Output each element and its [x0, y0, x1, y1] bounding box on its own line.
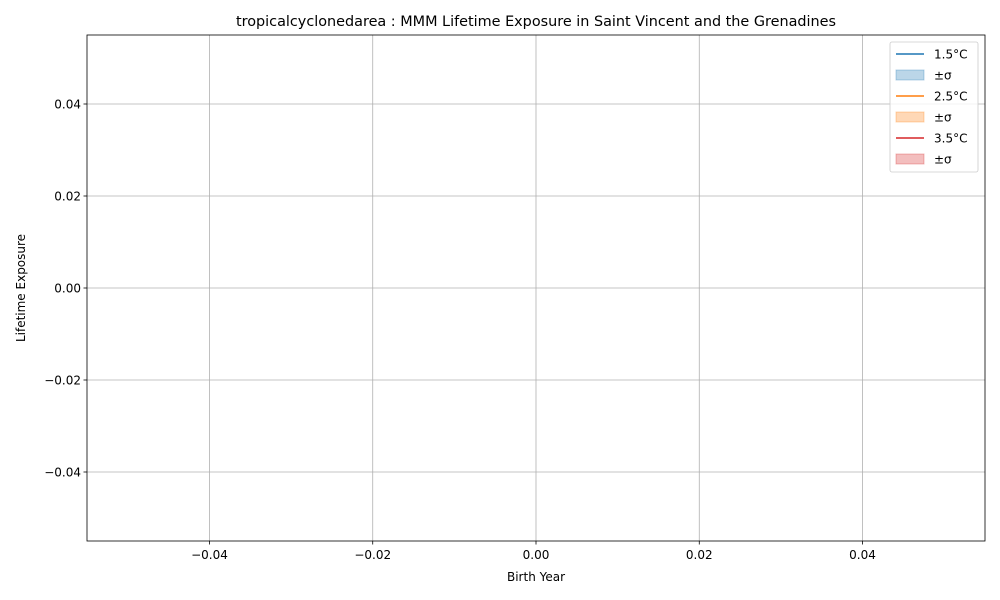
legend-band-swatch	[895, 69, 925, 81]
x-tick-label: 0.02	[686, 548, 713, 562]
grid-lines	[87, 35, 985, 541]
y-tick-label: 0.04	[54, 97, 81, 111]
legend-label: ±σ	[934, 68, 952, 82]
y-tick-label: 0.00	[54, 281, 81, 295]
legend-label: 2.5°C	[934, 89, 967, 103]
y-tick-label: −0.04	[44, 465, 81, 479]
x-axis-label: Birth Year	[507, 570, 565, 584]
x-tick-label: −0.04	[191, 548, 228, 562]
y-tick-label: −0.02	[44, 373, 81, 387]
x-axis-ticks: −0.04 −0.02 0.00 0.02 0.04	[191, 541, 876, 562]
legend-label: 3.5°C	[934, 131, 967, 145]
y-axis-ticks: −0.04 −0.02 0.00 0.02 0.04	[44, 97, 87, 479]
legend-box	[889, 41, 979, 173]
legend-band-swatch	[895, 111, 925, 123]
chart-title: tropicalcyclonedarea : MMM Lifetime Expo…	[236, 14, 836, 30]
x-tick-label: 0.04	[849, 548, 876, 562]
x-tick-label: −0.02	[354, 548, 391, 562]
legend-band-swatch	[895, 153, 925, 165]
legend-label: ±σ	[934, 152, 952, 166]
y-axis-label: Lifetime Exposure	[14, 234, 28, 342]
x-tick-label: 0.00	[523, 548, 550, 562]
y-tick-label: 0.02	[54, 189, 81, 203]
legend-label: ±σ	[934, 110, 952, 124]
legend-label: 1.5°C	[934, 47, 967, 61]
legend: 1.5°C ±σ 2.5°C ±σ 3.5°C ±σ	[889, 41, 979, 173]
